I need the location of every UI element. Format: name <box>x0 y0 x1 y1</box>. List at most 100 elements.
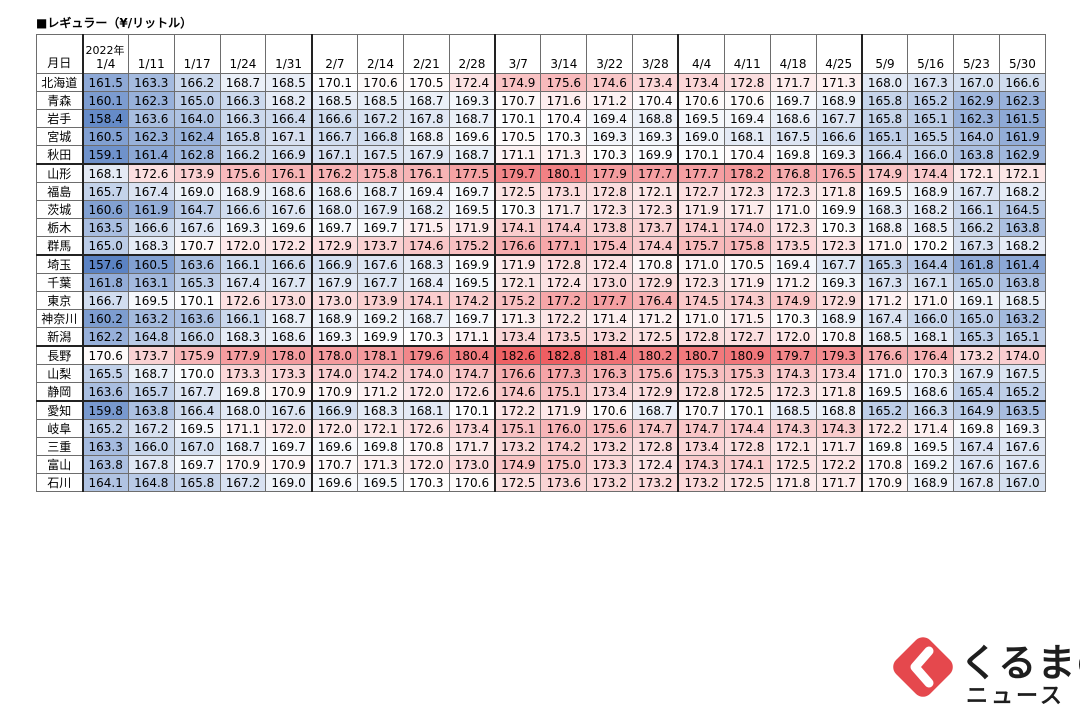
heat-cell: 163.8 <box>81 455 129 474</box>
heat-cell: 167.2 <box>357 109 404 128</box>
heat-cell: 174.2 <box>357 364 404 383</box>
column-header: 1/24 <box>219 34 267 74</box>
heat-cell: 171.8 <box>815 382 863 402</box>
heat-cell: 172.9 <box>632 382 679 402</box>
heat-cell: 166.2 <box>953 218 1000 237</box>
heat-cell: 167.7 <box>357 273 404 292</box>
column-header: 1/11 <box>127 34 175 74</box>
heat-cell: 175.2 <box>494 291 542 310</box>
heat-cell: 167.9 <box>402 145 450 165</box>
heat-cell: 172.5 <box>632 327 679 347</box>
heat-cell: 166.7 <box>310 127 359 146</box>
heat-cell: 165.3 <box>860 254 909 274</box>
heat-cell: 172.4 <box>632 455 679 474</box>
heat-cell: 180.9 <box>723 345 771 365</box>
heat-cell: 176.3 <box>586 364 634 383</box>
heat-cell: 171.6 <box>540 91 588 110</box>
heat-cell: 173.8 <box>586 218 634 237</box>
price-heatmap-table: 月日 2022年 1/4 1/11 1/17 1/24 1/31 2/7 2/14 2/21 2/… <box>36 34 1047 492</box>
heat-cell: 164.0 <box>173 109 221 128</box>
heat-cell: 165.5 <box>81 364 129 383</box>
heat-cell: 166.9 <box>310 400 359 420</box>
heat-cell: 165.8 <box>860 109 909 128</box>
heat-cell: 173.6 <box>540 473 588 492</box>
heat-cell: 168.0 <box>219 400 267 420</box>
heat-cell: 168.5 <box>769 400 817 420</box>
heat-cell: 167.7 <box>953 182 1000 201</box>
heat-cell: 173.0 <box>265 291 313 310</box>
heat-cell: 168.3 <box>402 254 450 274</box>
heat-cell: 172.7 <box>723 327 771 347</box>
column-header: 2/14 <box>357 34 404 74</box>
date-label: 1/17 <box>183 57 211 71</box>
heat-cell: 179.3 <box>815 345 863 365</box>
logo-text-bottom: ニュース <box>966 684 1065 709</box>
heat-cell: 169.3 <box>310 327 359 347</box>
heat-cell: 170.3 <box>769 309 817 328</box>
heat-cell: 171.7 <box>540 200 588 219</box>
heat-cell: 167.5 <box>998 364 1047 383</box>
heat-cell: 157.6 <box>81 254 129 274</box>
heat-cell: 163.6 <box>173 254 221 274</box>
heat-cell: 177.9 <box>586 163 634 183</box>
heat-cell: 172.1 <box>494 273 542 292</box>
heat-cell: 171.8 <box>815 182 863 201</box>
table-row: 岩手 158.4 163.6 164.0 166.3 166.4 166.6 167.2 167… <box>36 109 1047 128</box>
heat-cell: 173.4 <box>677 73 725 92</box>
heat-cell: 167.9 <box>357 200 404 219</box>
header-row: 月日 2022年 1/4 1/11 1/17 1/24 1/31 2/7 2/14 2/21 2/… <box>36 34 1047 74</box>
heat-cell: 169.4 <box>769 254 817 274</box>
heat-cell: 171.1 <box>448 327 496 347</box>
heat-cell: 166.6 <box>310 109 359 128</box>
heat-cell: 173.3 <box>586 455 634 474</box>
heat-cell: 174.0 <box>723 218 771 237</box>
heat-cell: 169.5 <box>860 182 909 201</box>
table-row: 神奈川 160.2 163.2 163.6 166.1 168.7 168.9 169.2 16… <box>36 309 1047 328</box>
heat-cell: 173.7 <box>632 218 679 237</box>
heat-cell: 166.1 <box>953 200 1000 219</box>
column-header: 5/23 <box>953 34 1000 74</box>
heat-cell: 168.0 <box>310 200 359 219</box>
heat-cell: 172.0 <box>310 419 359 438</box>
heat-cell: 174.4 <box>723 419 771 438</box>
column-header: 4/4 <box>677 34 725 74</box>
heat-cell: 172.6 <box>448 382 496 402</box>
heatmap-body: 北海道 161.5 163.3 166.2 168.7 168.5 170.1 170.6 17… <box>36 73 1047 492</box>
heat-cell: 166.6 <box>265 254 313 274</box>
heat-cell: 170.5 <box>723 254 771 274</box>
heat-cell: 173.2 <box>677 473 725 492</box>
heat-cell: 171.0 <box>677 309 725 328</box>
heat-cell: 169.3 <box>219 218 267 237</box>
heat-cell: 171.3 <box>540 145 588 165</box>
heat-cell: 170.6 <box>677 91 725 110</box>
heat-cell: 168.6 <box>907 382 955 402</box>
date-label: 1/31 <box>275 57 303 71</box>
heat-cell: 166.9 <box>310 254 359 274</box>
heat-cell: 166.2 <box>219 145 267 165</box>
heat-cell: 161.9 <box>998 127 1047 146</box>
kurumanews-logo: くるまの ニュース <box>880 628 1080 710</box>
heat-cell: 173.4 <box>494 327 542 347</box>
heat-cell: 170.4 <box>632 91 679 110</box>
heat-cell: 173.5 <box>540 327 588 347</box>
heat-cell: 174.5 <box>677 291 725 310</box>
heat-cell: 178.1 <box>357 345 404 365</box>
heat-cell: 174.1 <box>723 455 771 474</box>
heat-cell: 169.5 <box>173 419 221 438</box>
heat-cell: 165.1 <box>998 327 1047 347</box>
row-label: 埼玉 <box>36 254 83 274</box>
heat-cell: 167.0 <box>953 73 1000 92</box>
heat-cell: 163.8 <box>998 273 1047 292</box>
heat-cell: 175.2 <box>448 236 496 256</box>
row-label: 北海道 <box>36 73 83 92</box>
heat-cell: 177.1 <box>540 236 588 256</box>
heat-cell: 172.0 <box>219 236 267 256</box>
heat-cell: 172.1 <box>632 182 679 201</box>
heat-cell: 169.1 <box>953 291 1000 310</box>
heat-cell: 166.6 <box>815 127 863 146</box>
heat-cell: 168.3 <box>219 327 267 347</box>
heat-cell: 159.1 <box>81 145 129 165</box>
heat-cell: 173.2 <box>586 327 634 347</box>
heat-cell: 172.3 <box>632 200 679 219</box>
heat-cell: 172.8 <box>540 254 588 274</box>
